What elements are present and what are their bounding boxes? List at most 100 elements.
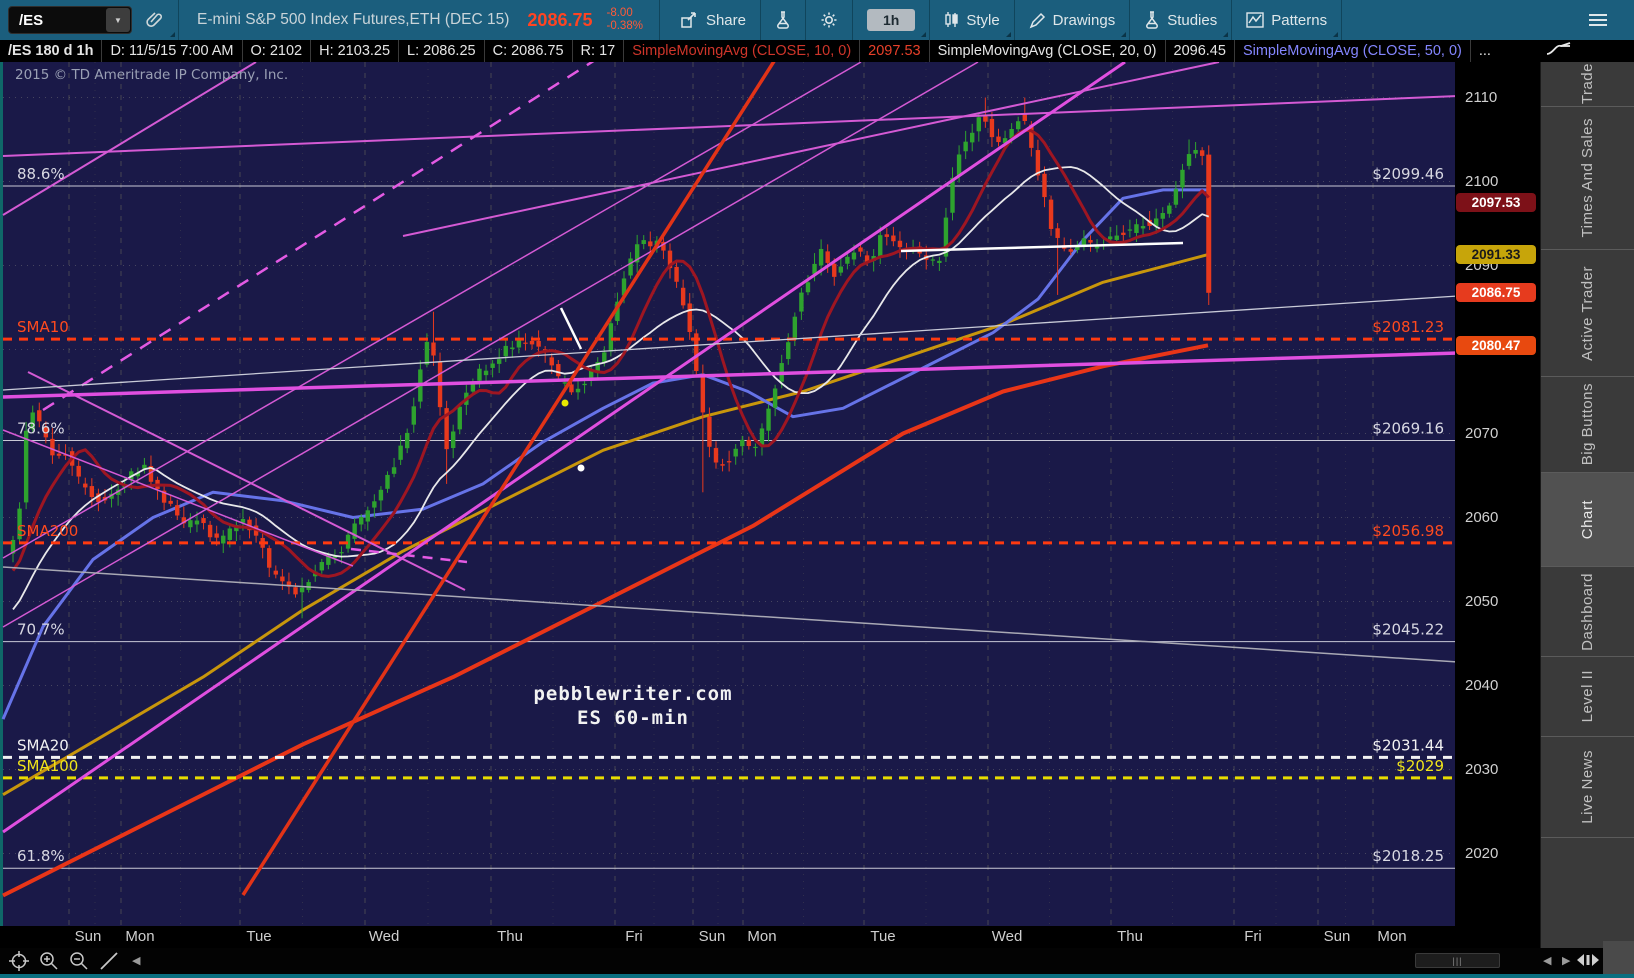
patterns-icon <box>1246 12 1264 28</box>
window-border <box>0 974 1634 978</box>
price-axis-label: 2030 <box>1465 760 1499 778</box>
gridlines <box>3 62 1458 926</box>
last-price: 2086.75 <box>527 9 593 30</box>
toolbar-divider <box>178 0 179 40</box>
pencil-icon <box>1029 12 1046 29</box>
svg-text:$2069.16: $2069.16 <box>1372 420 1444 438</box>
horizontal-scrollbar[interactable]: ||| <box>1415 953 1500 968</box>
link-button[interactable] <box>132 0 178 40</box>
time-axis-label: Fri <box>625 928 643 945</box>
drawings-button[interactable]: Drawings <box>1015 0 1130 40</box>
sidebar-tab-label: Live News <box>1579 750 1596 824</box>
sidebar-tab-label: Active Trader <box>1579 265 1596 361</box>
flask-icon <box>775 11 791 29</box>
style-button[interactable]: Style <box>930 0 1013 40</box>
studies-ellipsis[interactable]: ... <box>1478 43 1491 59</box>
time-axis-label: Mon <box>1377 928 1407 945</box>
chart-bottom-bar: ◀ ||| ◀ ▶ <box>0 941 1634 974</box>
time-axis-label: Fri <box>1244 928 1262 945</box>
pitchfork-lower <box>2 62 1126 834</box>
scroll-left-icon[interactable]: ◀ <box>1543 955 1552 967</box>
daily-sma-levels <box>3 337 1458 780</box>
price-axis-label: 2060 <box>1465 508 1499 526</box>
timeframe-button[interactable]: 1h <box>853 0 929 40</box>
settings-button[interactable] <box>806 0 852 40</box>
sidebar-tab-label: Times And Sales <box>1579 118 1596 238</box>
time-axis-label: Sun <box>1323 928 1351 945</box>
sidebar-tab-live-news[interactable]: Live News <box>1541 737 1634 838</box>
resize-corner[interactable] <box>1603 941 1634 974</box>
chart-marker-dot <box>577 464 585 472</box>
time-axis-label: Wed <box>368 928 400 945</box>
trendline-drawings <box>2 62 1458 896</box>
trendline-shallow-right <box>402 62 1220 237</box>
crosshair-tool-icon[interactable] <box>8 950 30 972</box>
main-toolbar: /ES ▼ E-mini S&P 500 Index Futures,ETH (… <box>0 0 1634 40</box>
sidebar-tab-level-ii[interactable]: Level II <box>1541 657 1634 737</box>
scroll-right-icon[interactable]: ▶ <box>1562 955 1571 967</box>
sections-menu-button[interactable] <box>1574 0 1622 40</box>
price-axis-label: 2110 <box>1465 88 1498 106</box>
sidebar-tab-dashboard[interactable]: Dashboard <box>1541 567 1634 657</box>
pitchfork-upper <box>2 62 862 559</box>
pan-icon[interactable] <box>1576 952 1600 973</box>
study-sma10-label: SimpleMovingAvg (CLOSE, 10, 0) <box>624 40 861 62</box>
time-axis-label: Sun <box>698 928 726 945</box>
line-tool-icon[interactable] <box>98 950 120 972</box>
time-axis-label: Wed <box>991 928 1023 945</box>
svg-text:ES 60-min: ES 60-min <box>577 707 689 729</box>
sidebar-tab-chart[interactable]: Chart <box>1541 473 1634 567</box>
sma50-line <box>1 188 1208 720</box>
support-line-white <box>900 241 1184 253</box>
sidebar-tab-trade[interactable]: Trade <box>1541 62 1634 107</box>
gear-icon <box>820 11 838 29</box>
sidebar-tab-big-buttons[interactable]: Big Buttons <box>1541 377 1634 473</box>
time-axis-label: Tue <box>246 928 272 945</box>
time-axis[interactable]: Sun Mon Tue Wed Thu Fri Sun Mon Tue Wed Thu Fri Sun M… <box>0 926 1455 948</box>
price-bubble: 2080.47 <box>1456 336 1536 356</box>
study-sma10-value: 2097.53 <box>860 40 930 62</box>
trendline-thick-mid <box>2 351 1458 399</box>
svg-text:61.8%: 61.8% <box>17 847 65 865</box>
patterns-button[interactable]: Patterns <box>1232 0 1341 40</box>
zoom-in-icon[interactable] <box>38 950 60 972</box>
trendline-white-rising <box>2 295 1458 391</box>
chart-area[interactable]: 88.6% $2099.46 78.6% $2069.16 70.7% $2045.22 6… <box>0 62 1458 926</box>
trendline-red-steep <box>241 62 776 896</box>
study-sma20-label: SimpleMovingAvg (CLOSE, 20, 0) <box>930 40 1166 62</box>
price-bubble: 2091.33 <box>1456 244 1536 264</box>
trendline-dashed-steep <box>42 62 595 412</box>
collapse-left-icon[interactable]: ◀ <box>132 955 141 967</box>
studies-button[interactable]: Studies <box>1130 0 1231 40</box>
analyze-button[interactable] <box>761 0 805 40</box>
curve-icon[interactable] <box>1546 41 1572 61</box>
share-button[interactable]: Share <box>666 0 760 40</box>
price-axis[interactable]: 2110210020902080207020602050204020302020… <box>1455 62 1540 948</box>
timeframe-label: 1h <box>866 9 916 31</box>
study-sma20-value: 2096.45 <box>1166 40 1235 62</box>
toolbar-divider <box>658 0 660 40</box>
sidebar-tab-active-trader[interactable]: Active Trader <box>1541 250 1634 377</box>
sidebar-filler <box>1541 838 1634 948</box>
sidebar-tab-label: Trade <box>1579 63 1596 105</box>
time-axis-label: Mon <box>747 928 777 945</box>
svg-text:$2031.44: $2031.44 <box>1372 736 1444 754</box>
bar-high: H: 2103.25 <box>311 40 400 62</box>
sidebar-tab-times-and-sales[interactable]: Times And Sales <box>1541 107 1634 250</box>
share-icon <box>680 11 699 29</box>
trendline-dashed-short <box>350 547 468 564</box>
chart-canvas[interactable]: 88.6% $2099.46 78.6% $2069.16 70.7% $2045.22 6… <box>0 62 1458 926</box>
trendline-flat-top <box>2 95 1458 157</box>
symbol-text: /ES <box>19 11 44 29</box>
sma200-line <box>2 343 1209 898</box>
symbol-description: E-mini S&P 500 Index Futures,ETH (DEC 15… <box>197 11 510 28</box>
svg-text:pebblewriter.com: pebblewriter.com <box>533 683 732 705</box>
chevron-down-icon[interactable]: ▼ <box>106 8 130 32</box>
pitchfork-median <box>2 62 979 628</box>
trendline-steep-upper-left <box>2 62 257 216</box>
symbol-dropdown[interactable]: /ES ▼ <box>8 6 132 34</box>
price-bubble: 2097.53 <box>1456 192 1536 212</box>
channel-down-lower <box>2 429 354 567</box>
tick-line-white <box>559 307 583 350</box>
zoom-out-icon[interactable] <box>68 950 90 972</box>
